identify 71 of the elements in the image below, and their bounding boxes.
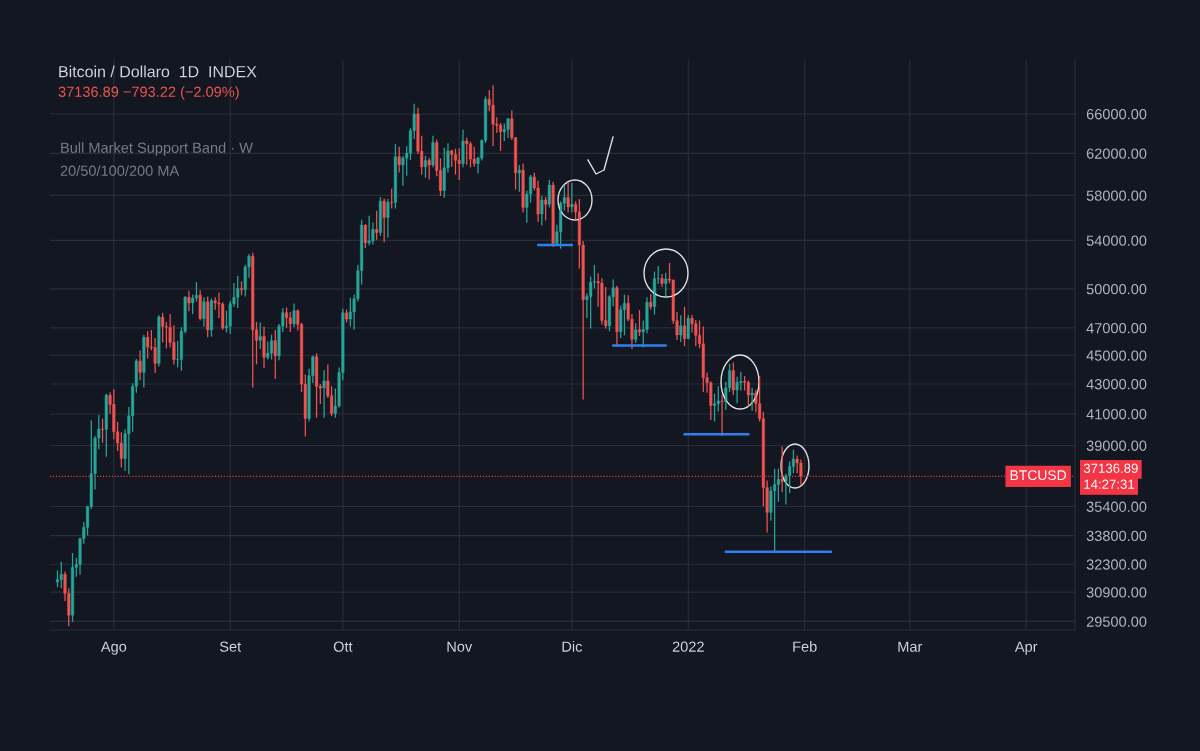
candlestick — [390, 188, 394, 209]
x-tick-label: Set — [219, 641, 242, 652]
text: 37136.89 — [1083, 463, 1138, 473]
annotation: Bull Market Support Band · W — [61, 142, 253, 156]
candlestick — [637, 310, 641, 336]
chart-title: Bitcoin / Dollaro 1D INDEX — [59, 65, 257, 78]
candlestick — [634, 323, 638, 343]
text: 14:27:31 — [1084, 479, 1135, 489]
x-tick-label: Apr — [1014, 641, 1038, 655]
y-tick-label: 50000.00 — [1086, 284, 1147, 295]
candlestick — [209, 298, 213, 337]
x-tick-label: Nov — [447, 641, 473, 652]
candlestick — [285, 307, 289, 328]
y-tick-label: 58000.00 — [1086, 190, 1147, 201]
x-tick-label: Mar — [898, 641, 923, 652]
candlestick — [315, 353, 319, 418]
y-tick-label: 54000.00 — [1086, 235, 1147, 246]
candlestick — [622, 294, 626, 336]
y-tick-label: 66000.00 — [1086, 109, 1147, 120]
x-tick-label: 2022 — [672, 641, 704, 652]
y-tick-label: 32300.00 — [1086, 559, 1147, 570]
annotation: 20/50/100/200 MA — [60, 165, 180, 176]
y-tick-label: 47000.00 — [1086, 323, 1147, 334]
candlestick — [59, 561, 63, 589]
y-tick-label: 30900.00 — [1086, 587, 1147, 598]
candlestick — [517, 165, 521, 192]
candlestick — [547, 179, 551, 208]
candlestick — [686, 315, 690, 340]
candlestick — [104, 393, 108, 457]
candlestick — [146, 331, 150, 359]
candlestick — [773, 468, 777, 553]
candlestick — [750, 387, 754, 411]
candlestick — [382, 198, 386, 243]
x-tick-label: Dic — [562, 641, 583, 652]
candlestick — [423, 155, 427, 178]
candlestick — [378, 196, 382, 236]
text: 37136.89 −793.22 (−2.09%) — [58, 86, 239, 100]
candlestick — [442, 147, 446, 198]
candlestick — [720, 394, 724, 436]
candlestick — [694, 319, 698, 347]
candlestick — [465, 137, 469, 165]
candlestick — [198, 290, 202, 321]
candlestick — [273, 329, 277, 379]
candlestick — [236, 275, 240, 309]
candlestick — [427, 157, 431, 180]
candlestick — [348, 297, 352, 327]
candlestick — [363, 224, 367, 249]
candlestick — [472, 146, 476, 167]
candlestick — [664, 272, 668, 297]
x-tick-label: Ago — [100, 641, 127, 655]
candlestick — [746, 380, 750, 407]
candlestick — [258, 322, 262, 349]
y-tick-label: 41000.00 — [1086, 409, 1147, 420]
ref-line-label: BTCUSD — [1010, 470, 1066, 481]
y-tick-label: 29500.00 — [1086, 616, 1147, 627]
y-tick-label: 33800.00 — [1086, 530, 1147, 542]
candlestick — [397, 146, 401, 173]
candlestick — [540, 195, 544, 226]
x-tick-label: Feb — [793, 641, 817, 652]
candlestick — [393, 144, 397, 209]
y-tick-label: 62000.00 — [1086, 148, 1147, 159]
y-tick-label: 45000.00 — [1086, 350, 1147, 361]
y-tick-label: 39000.00 — [1086, 440, 1147, 451]
candlestick — [731, 362, 735, 395]
y-tick-label: 35400.00 — [1086, 501, 1147, 512]
candlestick — [457, 148, 461, 180]
candlestick — [101, 418, 105, 443]
candlestick — [251, 252, 255, 388]
y-tick-label: 43000.00 — [1086, 379, 1147, 390]
candlestick — [679, 315, 683, 343]
x-tick-label: Ott — [333, 641, 353, 652]
